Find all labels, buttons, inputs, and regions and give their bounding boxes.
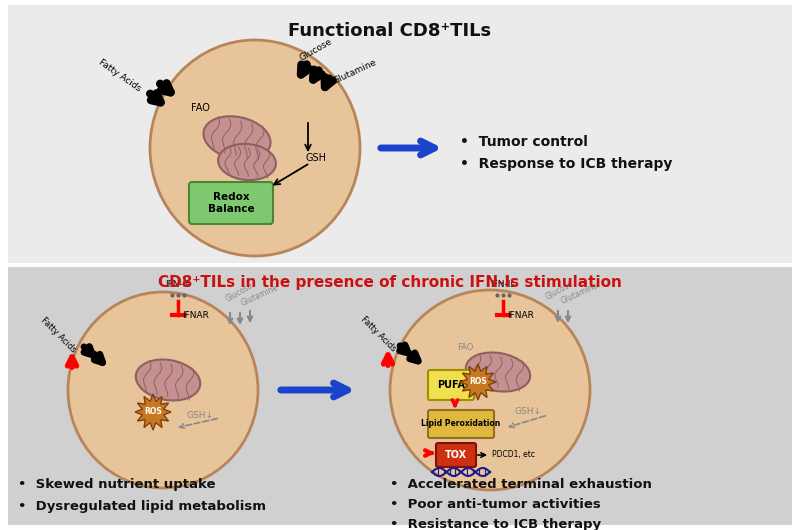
FancyBboxPatch shape [428,370,474,400]
Text: Functional CD8⁺TILs: Functional CD8⁺TILs [289,22,491,40]
Ellipse shape [203,116,270,160]
Text: Fatty Acids: Fatty Acids [98,57,142,93]
Text: ROS: ROS [144,408,162,417]
Text: Lipid Peroxidation: Lipid Peroxidation [422,420,501,428]
Text: IFNAR: IFNAR [507,311,534,320]
Text: •  Resistance to ICB therapy: • Resistance to ICB therapy [390,518,601,530]
Text: Redox
Balance: Redox Balance [208,192,254,214]
Ellipse shape [136,359,200,401]
Text: •  Poor anti-tumor activities: • Poor anti-tumor activities [390,498,601,511]
Text: IFN-Is: IFN-Is [490,280,515,289]
Ellipse shape [390,290,590,490]
Text: •  Tumor control: • Tumor control [460,135,588,149]
Text: GSH↓: GSH↓ [514,408,542,417]
Text: GSH: GSH [306,153,327,163]
Text: Glutamine: Glutamine [560,281,600,306]
Polygon shape [8,5,792,263]
Text: •  Response to ICB therapy: • Response to ICB therapy [460,157,672,171]
Text: PDCD1, etc: PDCD1, etc [492,450,535,460]
Text: TOX: TOX [445,450,467,460]
Text: Glutamine: Glutamine [240,283,280,308]
Text: ROS: ROS [469,377,487,386]
Text: IFNAR: IFNAR [182,311,209,320]
Text: Fatty Acids: Fatty Acids [38,316,78,355]
Text: •  Dysregulated lipid metabolism: • Dysregulated lipid metabolism [18,500,266,513]
Text: IFN-Is: IFN-Is [166,280,190,289]
Text: CD8⁺TILs in the presence of chronic IFN-Is stimulation: CD8⁺TILs in the presence of chronic IFN-… [158,275,622,290]
Text: •  Accelerated terminal exhaustion: • Accelerated terminal exhaustion [390,478,652,491]
Text: Glucose: Glucose [298,37,334,63]
Ellipse shape [68,292,258,488]
Polygon shape [8,267,792,525]
Text: •  Skewed nutrient uptake: • Skewed nutrient uptake [18,478,215,491]
Ellipse shape [466,352,530,392]
FancyBboxPatch shape [428,410,494,438]
FancyBboxPatch shape [189,182,273,224]
Text: FAO: FAO [190,103,210,113]
Text: Fatty Acids: Fatty Acids [358,315,398,354]
Text: GSH↓: GSH↓ [186,411,214,420]
Text: Glutamine: Glutamine [332,58,378,86]
Polygon shape [460,364,496,400]
Ellipse shape [218,144,276,180]
Ellipse shape [150,40,360,256]
Text: Glucose: Glucose [545,279,575,302]
FancyBboxPatch shape [436,443,476,467]
Polygon shape [135,394,171,430]
Text: FAO: FAO [457,343,473,352]
Text: PUFA: PUFA [437,380,465,390]
Text: Glucose: Glucose [225,281,255,304]
